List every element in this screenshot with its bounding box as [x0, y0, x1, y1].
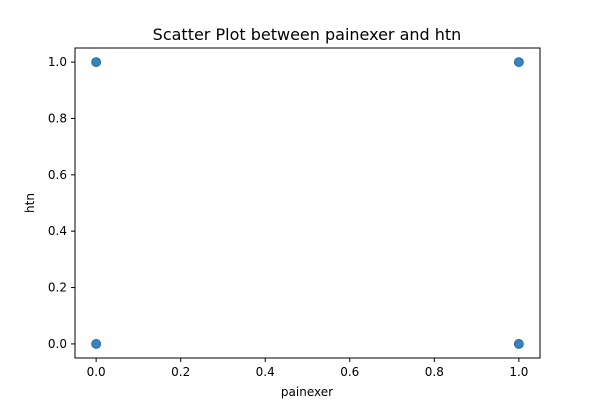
plot-frame — [74, 47, 541, 359]
x-tick-label: 0.4 — [256, 365, 275, 379]
x-axis: 0.0 0.2 0.4 0.6 0.8 1.0 — [87, 358, 528, 379]
y-axis-label: htn — [23, 193, 37, 213]
data-point — [91, 57, 102, 67]
x-tick-label: 0.0 — [87, 365, 106, 379]
y-tick-label: 0.0 — [48, 337, 67, 351]
y-tick-label: 0.4 — [48, 224, 67, 238]
y-tick-label: 0.2 — [48, 281, 67, 295]
x-tick-label: 0.6 — [340, 365, 359, 379]
plot-area — [91, 57, 524, 349]
x-tick-label: 1.0 — [509, 365, 528, 379]
data-point — [513, 339, 524, 349]
x-axis-label: painexer — [281, 385, 333, 399]
chart-title: Scatter Plot between painexer and htn — [153, 25, 462, 44]
x-tick-label: 0.8 — [425, 365, 444, 379]
y-axis: 0.0 0.2 0.4 0.6 0.8 1.0 — [48, 55, 75, 351]
y-tick-label: 0.8 — [48, 111, 67, 125]
data-point — [91, 339, 102, 349]
data-point — [513, 57, 524, 67]
x-tick-label: 0.2 — [171, 365, 190, 379]
y-tick-label: 0.6 — [48, 168, 67, 182]
y-tick-label: 1.0 — [48, 55, 67, 69]
